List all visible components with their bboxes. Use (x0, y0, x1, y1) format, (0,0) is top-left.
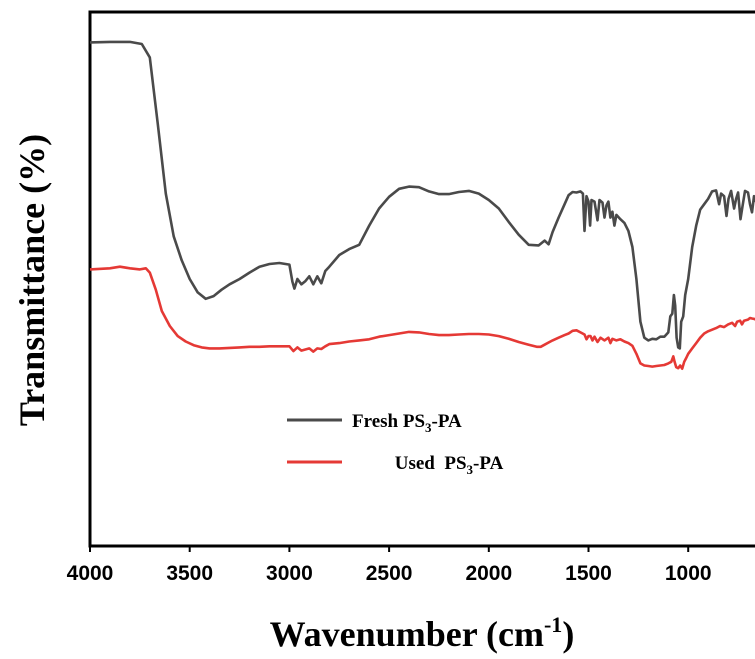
x-axis-title-superscript: -1 (544, 612, 562, 637)
x-axis-title-text: Wavenumber (cm (270, 614, 544, 654)
series-layer (89, 40, 755, 370)
legend: Fresh PS3-PA Used PS3-PA (287, 411, 536, 477)
y-axis-title: Transmittance (%) (12, 134, 52, 426)
legend-label-used-subscript: 3 (467, 462, 474, 477)
legend-label-fresh-suffix: -PA (432, 411, 463, 432)
legend-label-fresh: Fresh PS3-PA (352, 411, 462, 435)
series-line-fresh (89, 40, 755, 350)
legend-label-used-suffix: -PA (473, 453, 504, 474)
x-tick-label-2500: 2500 (366, 562, 413, 585)
series-line-used (89, 265, 755, 370)
x-axis-title-close: ) (562, 614, 574, 654)
legend-label-fresh-subscript: 3 (425, 420, 432, 435)
x-axis-title: Wavenumber (cm-1) (270, 612, 575, 654)
x-tick-label-1500: 1500 (565, 562, 612, 585)
legend-label-used: Used PS3-PA (352, 453, 536, 477)
x-tick-label-1000: 1000 (665, 562, 712, 585)
tick-layer: 4000 3500 3000 2500 2000 1500 1000 (67, 546, 712, 585)
x-tick-label-3500: 3500 (166, 562, 213, 585)
x-tick-label-3000: 3000 (266, 562, 313, 585)
plot-frame (88, 10, 755, 548)
legend-label-used-prefix: Used PS (395, 453, 467, 474)
legend-label-fresh-prefix: Fresh PS (352, 411, 425, 432)
x-tick-label-2000: 2000 (465, 562, 512, 585)
x-tick-label-4000: 4000 (67, 562, 114, 585)
